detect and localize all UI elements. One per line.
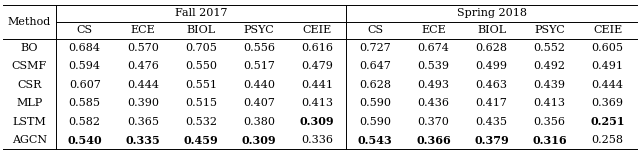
- Text: 0.616: 0.616: [301, 43, 333, 53]
- Text: 0.336: 0.336: [301, 135, 333, 145]
- Text: 0.556: 0.556: [243, 43, 275, 53]
- Text: 0.590: 0.590: [359, 117, 391, 127]
- Text: 0.436: 0.436: [417, 98, 449, 108]
- Text: 0.628: 0.628: [476, 43, 508, 53]
- Text: 0.366: 0.366: [416, 135, 451, 146]
- Text: 0.605: 0.605: [592, 43, 624, 53]
- Text: CS: CS: [77, 25, 93, 35]
- Text: 0.439: 0.439: [534, 80, 566, 90]
- Text: LSTM: LSTM: [13, 117, 46, 127]
- Text: 0.674: 0.674: [417, 43, 449, 53]
- Text: BIOL: BIOL: [186, 25, 216, 35]
- Text: 0.251: 0.251: [591, 116, 625, 127]
- Text: PSYC: PSYC: [534, 25, 565, 35]
- Text: 0.441: 0.441: [301, 80, 333, 90]
- Text: 0.479: 0.479: [301, 61, 333, 71]
- Text: 0.407: 0.407: [243, 98, 275, 108]
- Text: CSR: CSR: [17, 80, 42, 90]
- Text: 0.594: 0.594: [68, 61, 100, 71]
- Text: 0.647: 0.647: [359, 61, 391, 71]
- Text: 0.444: 0.444: [592, 80, 624, 90]
- Text: 0.440: 0.440: [243, 80, 275, 90]
- Text: 0.459: 0.459: [184, 135, 218, 146]
- Text: 0.705: 0.705: [185, 43, 217, 53]
- Text: Fall 2017: Fall 2017: [175, 8, 227, 18]
- Text: 0.309: 0.309: [242, 135, 276, 146]
- Text: 0.444: 0.444: [127, 80, 159, 90]
- Text: 0.550: 0.550: [185, 61, 217, 71]
- Text: 0.335: 0.335: [125, 135, 160, 146]
- Text: 0.727: 0.727: [360, 43, 391, 53]
- Text: AGCN: AGCN: [12, 135, 47, 145]
- Text: 0.365: 0.365: [127, 117, 159, 127]
- Text: CEIE: CEIE: [303, 25, 332, 35]
- Text: BO: BO: [20, 43, 38, 53]
- Text: 0.492: 0.492: [534, 61, 566, 71]
- Text: 0.463: 0.463: [476, 80, 508, 90]
- Text: 0.316: 0.316: [532, 135, 567, 146]
- Text: 0.543: 0.543: [358, 135, 393, 146]
- Text: 0.491: 0.491: [592, 61, 624, 71]
- Text: 0.493: 0.493: [417, 80, 449, 90]
- Text: 0.413: 0.413: [301, 98, 333, 108]
- Text: 0.499: 0.499: [476, 61, 508, 71]
- Text: 0.582: 0.582: [68, 117, 100, 127]
- Text: MLP: MLP: [16, 98, 43, 108]
- Text: 0.380: 0.380: [243, 117, 275, 127]
- Text: 0.552: 0.552: [534, 43, 566, 53]
- Text: 0.417: 0.417: [476, 98, 508, 108]
- Text: 0.684: 0.684: [68, 43, 100, 53]
- Text: 0.370: 0.370: [417, 117, 449, 127]
- Text: 0.390: 0.390: [127, 98, 159, 108]
- Text: BIOL: BIOL: [477, 25, 506, 35]
- Text: 0.309: 0.309: [300, 116, 335, 127]
- Text: 0.515: 0.515: [185, 98, 217, 108]
- Text: 0.476: 0.476: [127, 61, 159, 71]
- Text: 0.435: 0.435: [476, 117, 508, 127]
- Text: 0.539: 0.539: [417, 61, 449, 71]
- Text: 0.540: 0.540: [67, 135, 102, 146]
- Text: 0.356: 0.356: [534, 117, 566, 127]
- Text: 0.413: 0.413: [534, 98, 566, 108]
- Text: CSMF: CSMF: [12, 61, 47, 71]
- Text: 0.532: 0.532: [185, 117, 217, 127]
- Text: 0.258: 0.258: [592, 135, 624, 145]
- Text: 0.570: 0.570: [127, 43, 159, 53]
- Text: 0.628: 0.628: [359, 80, 391, 90]
- Text: ECE: ECE: [421, 25, 446, 35]
- Text: PSYC: PSYC: [244, 25, 275, 35]
- Text: CEIE: CEIE: [593, 25, 622, 35]
- Text: Method: Method: [8, 17, 51, 27]
- Text: 0.517: 0.517: [243, 61, 275, 71]
- Text: 0.379: 0.379: [474, 135, 509, 146]
- Text: Spring 2018: Spring 2018: [456, 8, 527, 18]
- Text: 0.585: 0.585: [68, 98, 100, 108]
- Text: 0.607: 0.607: [68, 80, 100, 90]
- Text: 0.551: 0.551: [185, 80, 217, 90]
- Text: 0.590: 0.590: [359, 98, 391, 108]
- Text: CS: CS: [367, 25, 383, 35]
- Text: ECE: ECE: [131, 25, 156, 35]
- Text: 0.369: 0.369: [592, 98, 624, 108]
